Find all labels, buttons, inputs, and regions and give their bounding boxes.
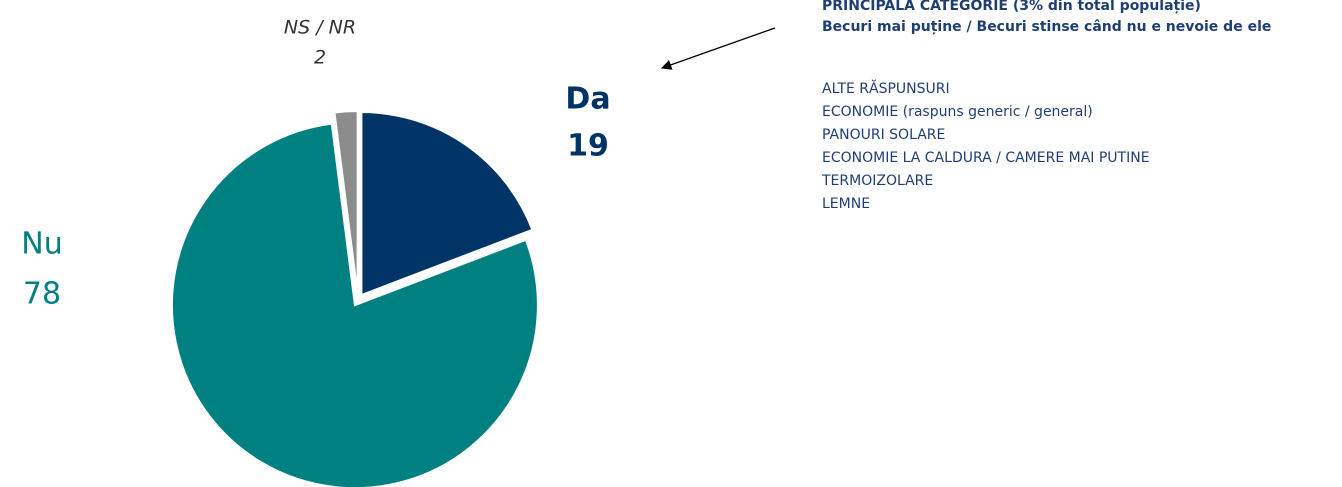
value-label: 2 <box>314 47 326 69</box>
pie-slice <box>333 110 359 295</box>
annotation-item: ALTE RĂSPUNSURI <box>822 79 950 97</box>
annotation-item: PANOURI SOLARE <box>822 127 945 143</box>
annotation-item: LEMNE <box>822 196 870 212</box>
category-label: Nu <box>21 227 62 262</box>
category-label: NS / NR <box>284 17 356 39</box>
annotation-heading: PRINCIPALA CATEGORIE (3% din total popul… <box>822 0 1201 14</box>
annotation-item: ECONOMIE LA CALDURA / CAMERE MAI PUTINE <box>822 150 1150 166</box>
category-label: Da <box>565 82 610 117</box>
arrow <box>661 27 776 70</box>
value-label: 78 <box>23 277 61 312</box>
value-label: 19 <box>567 129 609 164</box>
pie-slice <box>170 122 539 487</box>
pie-slice <box>360 111 534 297</box>
annotation-subheading: Becuri mai puține / Becuri stinse când n… <box>822 19 1271 35</box>
annotation-item: ECONOMIE (raspuns generic / general) <box>822 104 1093 120</box>
annotation-item: TERMOIZOLARE <box>821 173 933 189</box>
